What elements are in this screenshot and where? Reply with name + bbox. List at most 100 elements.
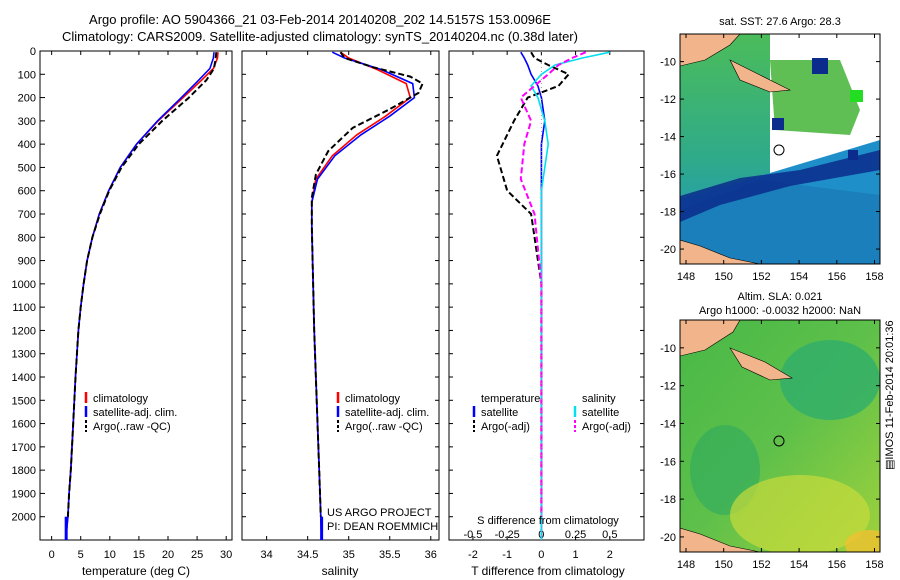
depth-tick-label: 400: [18, 139, 36, 151]
profile-line-s-satellite: [530, 51, 610, 540]
lat-tick-label: -20: [660, 532, 676, 544]
profile-line-t-argo-adj-: [495, 51, 571, 517]
x-tick-label: 10: [104, 549, 116, 561]
legend-temperature-heading: temperature: [481, 393, 540, 405]
depth-tick-label: 0: [30, 46, 36, 58]
x-tick-label: 0: [49, 549, 55, 561]
lat-tick-label: -16: [660, 169, 676, 181]
x-tick-label: 35: [343, 549, 355, 561]
depth-tick-label: 1000: [12, 279, 36, 291]
lon-tick-label: 148: [677, 271, 695, 283]
salinity-x-axis: 34 34.5 35 35.5 36: [261, 51, 437, 561]
s-diff-tick-label: 0.25: [565, 529, 586, 541]
depth-tick-label: 2000: [12, 512, 36, 524]
lat-tick-label: -12: [660, 381, 676, 393]
x-tick-label: 15: [133, 549, 145, 561]
salinity-legend: climatology satellite-adj. clim. Argo(..…: [336, 392, 429, 433]
x-tick-label: -2: [468, 549, 478, 561]
temperature-legend: climatology satellite-adj. clim. Argo(..…: [84, 392, 177, 433]
lat-tick-label: -10: [660, 343, 676, 355]
x-tick-label: 1: [573, 549, 579, 561]
lon-tick-label: 148: [677, 559, 695, 571]
lat-tick-label: -10: [660, 57, 676, 69]
lon-tick-label: 156: [828, 271, 846, 283]
sla-low-anomaly-1: [780, 340, 880, 420]
salinity-y-ticks: [242, 50, 439, 518]
depth-tick-label: 1100: [12, 302, 36, 314]
difference-legend: temperature satellite Argo(-adj) salinit…: [472, 393, 631, 433]
s-diff-tick-label: -0.25: [495, 529, 520, 541]
salinity-profiles: [310, 51, 424, 541]
x-tick-label: 5: [78, 549, 84, 561]
sal-legend-label-argo: Argo(..raw -QC): [345, 421, 423, 433]
project-label: US ARGO PROJECT: [327, 507, 432, 519]
sst-dark-pixel-1: [812, 58, 828, 74]
depth-tick-label: 100: [18, 69, 36, 81]
x-tick-label: 2: [607, 549, 613, 561]
lon-tick-label: 158: [865, 271, 883, 283]
lat-tick-label: -14: [660, 418, 676, 430]
sst-argo-marker: [773, 144, 785, 156]
s-diff-tick-label: 0.5: [602, 529, 617, 541]
sst-land-png: [680, 34, 741, 67]
lon-tick-label: 150: [715, 559, 733, 571]
sla-peak-anomaly: [845, 530, 880, 552]
profile-line-satellite-adj-clim-: [310, 51, 416, 541]
depth-tick-label: 1900: [12, 488, 36, 500]
lon-tick-label: 158: [865, 559, 883, 571]
sst-hotspot-pixel: [850, 90, 863, 102]
sst-map-title: sat. SST: 27.6 Argo: 28.3: [719, 16, 841, 28]
legend-s-argo-label: Argo(-adj): [582, 421, 631, 433]
sst-dark-pixel-2: [772, 118, 784, 130]
lon-tick-label: 150: [715, 271, 733, 283]
x-tick-label: 30: [220, 549, 232, 561]
sst-cloud-edge: [680, 150, 880, 222]
lat-tick-label: -16: [660, 456, 676, 468]
lat-tick-label: -18: [660, 207, 676, 219]
sla-land-islands: [729, 347, 793, 381]
lat-tick-label: -12: [660, 94, 676, 106]
depth-tick-label: 1200: [12, 325, 36, 337]
temperature-profiles: [64, 52, 219, 541]
legend-t-satellite-label: satellite: [481, 407, 518, 419]
x-tick-label: 0: [538, 549, 544, 561]
x-tick-label: 34.5: [297, 549, 318, 561]
depth-tick-label: 800: [18, 232, 36, 244]
temperature-axis-label: temperature (deg C): [82, 564, 190, 578]
sst-map: [679, 33, 881, 265]
profile-line-argo-raw-qc-: [310, 51, 424, 517]
salinity-panel-frame: [241, 50, 440, 541]
legend-t-argo-label: Argo(-adj): [481, 421, 530, 433]
sst-land-australia: [680, 239, 761, 264]
x-tick-label: 36: [425, 549, 437, 561]
depth-tick-label: 1400: [12, 372, 36, 384]
sal-legend-label-climatology: climatology: [345, 393, 401, 405]
salinity-axis-label: salinity: [322, 564, 359, 578]
lon-tick-label: 152: [752, 271, 770, 283]
depth-tick-label: 600: [18, 186, 36, 198]
x-tick-label: 34: [261, 549, 273, 561]
x-tick-label: -1: [502, 549, 512, 561]
pi-label: PI: DEAN ROEMMICH: [327, 521, 438, 533]
figure-title-line2: Climatology: CARS2009. Satellite-adjuste…: [62, 29, 578, 44]
t-diff-axis-label: T difference from climatology: [471, 564, 625, 578]
x-tick-label: 35.5: [379, 549, 400, 561]
profile-line-satellite-adj-clim-: [65, 52, 215, 541]
profile-line-argo-raw-qc-: [66, 52, 218, 517]
sst-land-islands: [729, 59, 792, 93]
legend-label-argo: Argo(..raw -QC): [93, 421, 171, 433]
x-tick-label: 20: [162, 549, 174, 561]
depth-tick-label: 1300: [12, 349, 36, 361]
lat-tick-label: -14: [660, 132, 676, 144]
depth-tick-label: 500: [18, 162, 36, 174]
x-tick-label: 25: [191, 549, 203, 561]
temperature-panel-frame: [39, 50, 233, 541]
depth-tick-label: 700: [18, 209, 36, 221]
s-diff-axis-label: S difference from climatology: [477, 515, 619, 527]
lon-tick-label: 152: [752, 559, 770, 571]
depth-tick-label: 1500: [12, 395, 36, 407]
depth-tick-label: 900: [18, 256, 36, 268]
depth-tick-label: 1600: [12, 419, 36, 431]
